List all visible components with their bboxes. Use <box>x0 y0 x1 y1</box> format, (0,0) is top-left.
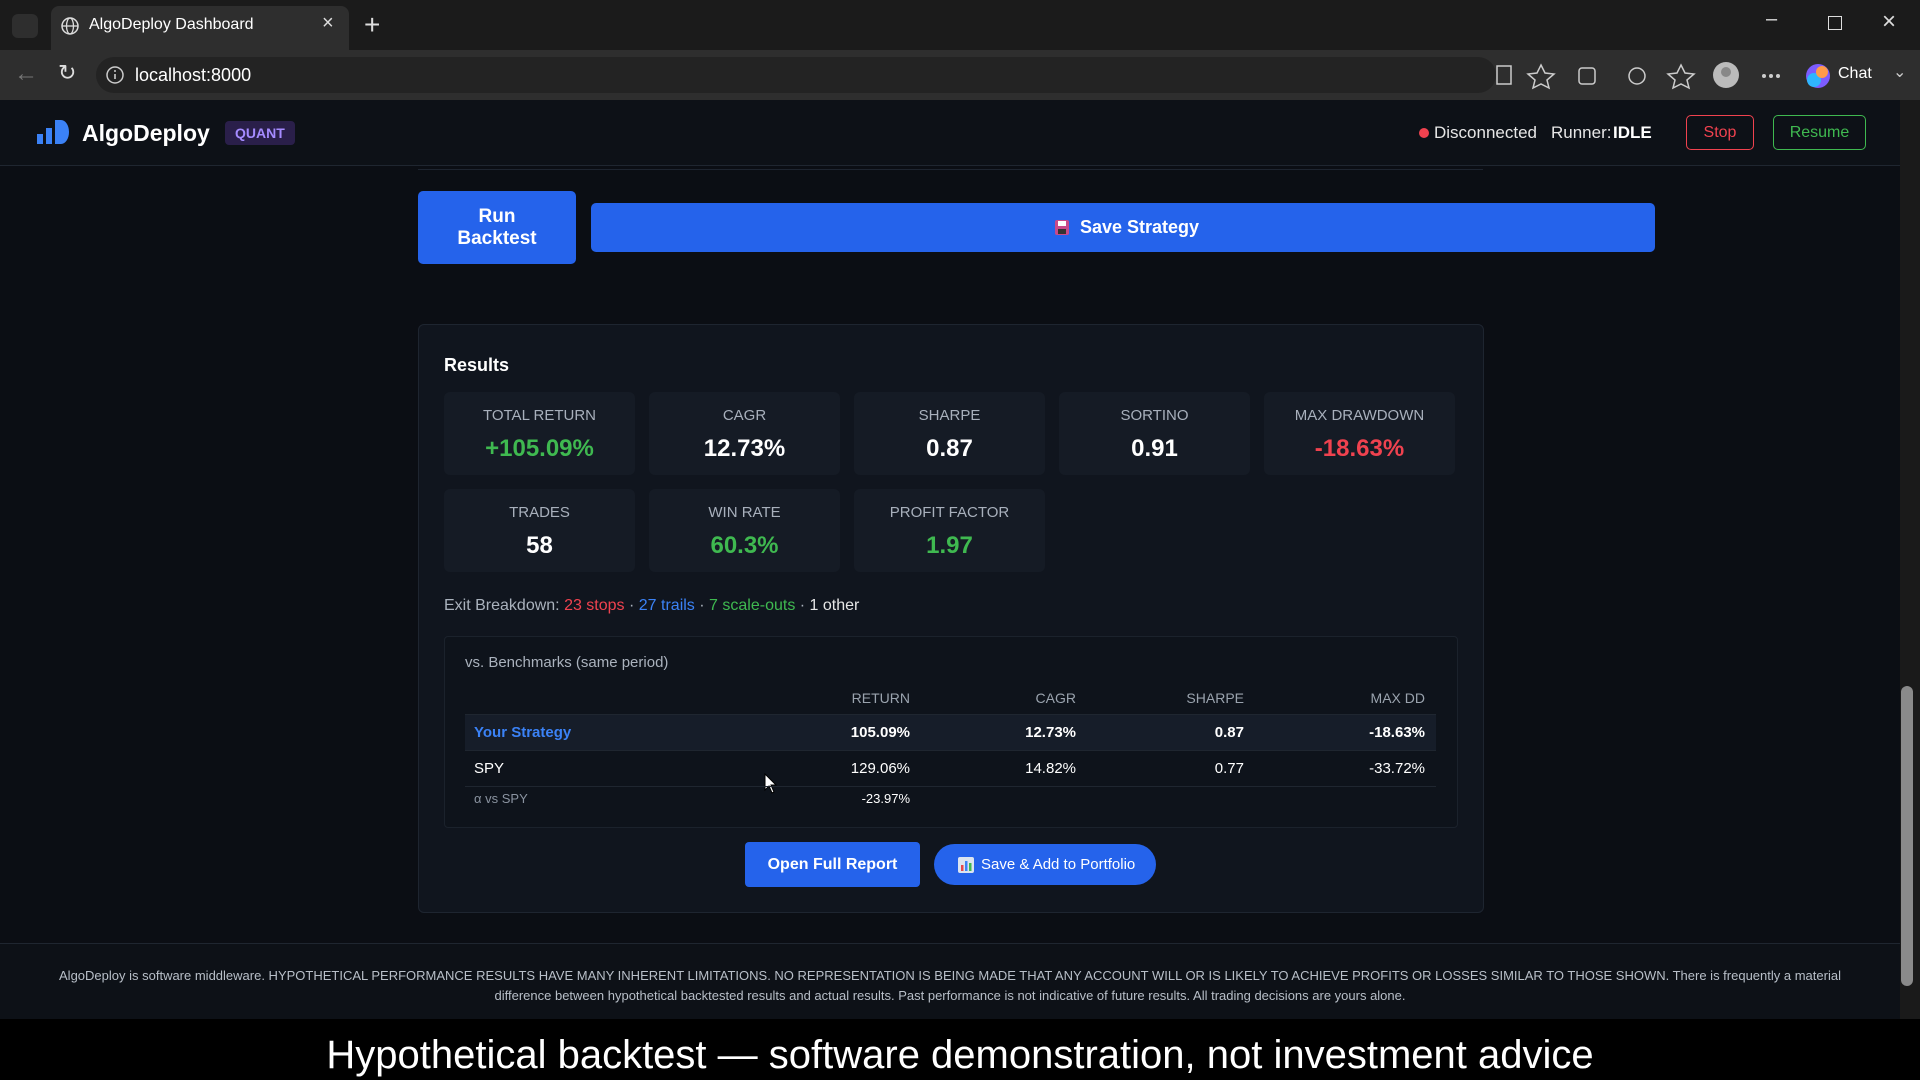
metric-label: TRADES <box>509 504 570 521</box>
cell: 129.06% <box>850 760 910 777</box>
back[interactable]: ← <box>14 60 38 87</box>
new-tab[interactable]: + <box>364 9 381 40</box>
exit-item: 1 other <box>809 597 860 614</box>
metric-card: SORTINO 0.91 <box>1059 392 1250 475</box>
metric-value: 60.3% <box>710 532 779 559</box>
badge: QUANT <box>225 121 295 145</box>
metric-value: 0.87 <box>926 435 973 462</box>
metric-value: 12.73% <box>703 435 786 462</box>
table-row <box>465 715 1436 751</box>
column-header: SHARPE <box>1186 690 1244 706</box>
copilot-icon <box>1806 64 1830 88</box>
cell: -18.63% <box>1369 724 1425 741</box>
alpha-name: α vs SPY <box>474 791 528 806</box>
save-add-portfolio-label: Save & Add to Portfolio <box>981 856 1136 873</box>
window-close[interactable]: × <box>1882 8 1897 35</box>
save-strategy-label: Save Strategy <box>1080 217 1200 237</box>
metric-label: WIN RATE <box>708 504 781 521</box>
prev-panel-edge <box>418 166 1483 170</box>
metric-card: CAGR 12.73% <box>649 392 840 475</box>
chart-icon <box>958 857 974 873</box>
metric-label: SORTINO <box>1120 407 1189 424</box>
tab-menu[interactable] <box>12 14 38 38</box>
save-strategy-button[interactable] <box>591 203 1655 252</box>
chat-dropdown[interactable]: ⌄ <box>1893 64 1907 81</box>
cell: 14.82% <box>1025 760 1076 777</box>
caption-bar <box>0 1019 1920 1080</box>
brand: AlgoDeploy <box>82 120 210 146</box>
exit-label: Exit Breakdown: <box>444 597 560 614</box>
url: localhost:8000 <box>135 65 252 85</box>
run-backtest-button[interactable]: Run Backtest <box>418 191 576 264</box>
column-header: RETURN <box>851 690 910 706</box>
tab[interactable] <box>51 6 349 50</box>
cell: -33.72% <box>1369 760 1425 777</box>
metric-value: 0.91 <box>1131 435 1178 462</box>
metric-card: WIN RATE 60.3% <box>649 489 840 572</box>
exit-item: 7 scale-outs <box>709 597 796 614</box>
toolbar-icons <box>1496 62 1780 90</box>
metric-value: +105.09% <box>485 435 594 462</box>
cell: 0.87 <box>1214 724 1244 741</box>
alpha-value: -23.97% <box>861 791 910 806</box>
metric-value: 1.97 <box>926 532 973 559</box>
metric-value: 58 <box>526 532 553 559</box>
metric-card: TOTAL RETURN +105.09% <box>444 392 635 475</box>
stop-button[interactable]: Stop <box>1686 115 1754 150</box>
disclaimer: AlgoDeploy is software middleware. HYPOT… <box>59 968 1841 1003</box>
row-name: SPY <box>474 760 505 777</box>
app-header <box>0 100 1900 166</box>
status-dot <box>1419 128 1429 138</box>
site-info[interactable] <box>105 65 125 85</box>
exit-item: 27 trails <box>638 597 695 614</box>
footer <box>0 943 1900 1020</box>
metric-label: MAX DRAWDOWN <box>1294 407 1425 424</box>
restore[interactable] <box>1828 16 1842 30</box>
cell: 0.77 <box>1214 760 1244 777</box>
metric-label: SHARPE <box>918 407 981 424</box>
metric-label: CAGR <box>722 407 767 424</box>
cell: 12.73% <box>1025 724 1076 741</box>
benchmarks-title: vs. Benchmarks (same period) <box>465 654 669 671</box>
runner-state: IDLE <box>1613 123 1652 142</box>
exit-item: 23 stops <box>564 597 625 614</box>
table-row <box>465 751 1436 787</box>
tab-close[interactable]: × <box>322 12 334 34</box>
tab-title: AlgoDeploy Dashboard <box>89 16 254 33</box>
metric-card: TRADES 58 <box>444 489 635 572</box>
results-title: Results <box>444 355 510 375</box>
metric-card: PROFIT FACTOR 1.97 <box>854 489 1045 572</box>
separator: · <box>699 597 705 614</box>
metric-label: PROFIT FACTOR <box>889 504 1010 521</box>
metric-card: MAX DRAWDOWN -18.63% <box>1264 392 1455 475</box>
save-icon <box>1055 220 1069 235</box>
resume-button[interactable]: Resume <box>1773 115 1866 150</box>
metric-label: TOTAL RETURN <box>482 407 597 424</box>
open-full-report-button[interactable]: Open Full Report <box>745 842 920 887</box>
chat-button[interactable]: Chat <box>1838 65 1872 82</box>
cursor <box>764 773 778 794</box>
connection-status: Disconnected <box>1434 123 1538 142</box>
runner-label: Runner: <box>1551 123 1612 142</box>
column-header: MAX DD <box>1370 690 1425 706</box>
scrollbar-thumb[interactable] <box>1901 686 1913 986</box>
logo <box>37 120 69 144</box>
tab-icon <box>61 17 79 35</box>
metric-value: -18.63% <box>1314 435 1405 462</box>
cell: 105.09% <box>850 724 910 741</box>
column-header: CAGR <box>1035 690 1076 706</box>
separator: · <box>629 597 635 614</box>
metric-card: SHARPE 0.87 <box>854 392 1045 475</box>
row-divider <box>465 714 1436 715</box>
reload[interactable]: ↻ <box>58 60 77 85</box>
minimize[interactable]: – <box>1766 8 1778 30</box>
row-name: Your Strategy <box>474 724 572 741</box>
exit-breakdown: Exit Breakdown: 23 stops · 27 trails · 7… <box>444 597 864 615</box>
separator: · <box>799 597 806 614</box>
caption: Hypothetical backtest — software demonst… <box>326 1033 1594 1077</box>
url-box[interactable] <box>96 57 1496 93</box>
